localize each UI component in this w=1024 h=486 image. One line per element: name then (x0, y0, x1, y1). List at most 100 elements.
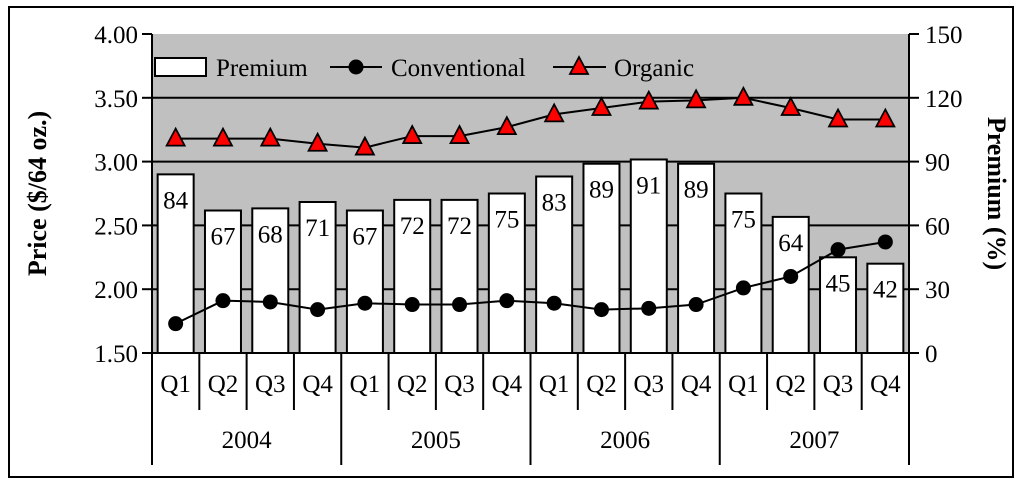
bar-value-label: 71 (305, 215, 330, 242)
left-tick-label: 3.50 (94, 86, 138, 113)
group-label: 2007 (789, 427, 839, 454)
left-tick-label: 4.00 (94, 22, 138, 49)
triangle-marker-icon (449, 124, 471, 144)
premium-legend-swatch (154, 57, 207, 77)
bar-value-label: 45 (826, 270, 851, 297)
circle-marker-icon (546, 295, 562, 311)
premium-bar (440, 198, 479, 354)
circle-marker-icon (641, 300, 657, 316)
category-label: Q1 (350, 371, 381, 398)
circle-marker-icon (357, 295, 373, 311)
bar-value-label: 67 (210, 224, 235, 251)
group-label: 2005 (411, 427, 461, 454)
left-tick-label: 1.50 (94, 341, 138, 368)
category-label: Q4 (681, 371, 712, 398)
category-label: Q4 (492, 371, 523, 398)
triangle-marker-icon (732, 85, 754, 106)
left-tick-label: 3.00 (94, 150, 138, 177)
triangle-marker-icon (165, 126, 187, 147)
category-label: Q4 (870, 371, 901, 398)
triangle-marker-icon (401, 124, 423, 144)
triangle-marker-icon (780, 96, 802, 116)
category-label: Q4 (302, 371, 333, 398)
circle-marker-icon (452, 297, 468, 313)
premium-bar (629, 158, 668, 354)
premium-bar (771, 215, 810, 354)
group-label: 2006 (600, 427, 650, 454)
right-tick-label: 30 (925, 277, 950, 304)
triangle-marker-icon (259, 126, 281, 147)
premium-bar (203, 209, 242, 354)
right-tick-label: 120 (925, 86, 963, 113)
bar-value-label: 72 (400, 213, 425, 240)
category-label: Q1 (539, 371, 570, 398)
circle-marker-icon (499, 293, 515, 309)
premium-bar (582, 162, 621, 354)
category-label: Q3 (255, 371, 286, 398)
legend-premium-label: Premium (216, 55, 308, 82)
right-axis-title: Premium (%) (982, 117, 1011, 270)
bar-value-label: 67 (352, 224, 377, 251)
premium-bar (866, 262, 905, 354)
category-label: Q1 (728, 371, 759, 398)
triangle-marker-icon (307, 131, 329, 152)
conventional-line (175, 241, 886, 325)
legend-conventional-label: Conventional (391, 55, 526, 82)
bar-value-label: 83 (542, 189, 567, 216)
premium-bar (345, 209, 384, 354)
premium-bar (724, 192, 763, 354)
circle-marker-icon (830, 242, 846, 258)
premium-bar (819, 256, 858, 354)
circle-marker-icon (215, 293, 231, 309)
triangle-marker-icon (874, 107, 896, 128)
triangle-marker-icon (212, 126, 234, 147)
group-label: 2004 (222, 427, 273, 454)
bar-value-label: 91 (636, 172, 661, 199)
premium-bar (393, 198, 432, 354)
triangle-marker-icon (496, 115, 518, 136)
bar-value-label: 64 (778, 230, 804, 257)
circle-marker-icon (783, 268, 799, 284)
bar-value-label: 89 (589, 177, 614, 204)
bar-value-label: 72 (447, 213, 472, 240)
triangle-marker-icon (354, 135, 376, 156)
right-tick-label: 0 (925, 341, 938, 368)
category-label: Q3 (823, 371, 854, 398)
category-label: Q3 (444, 371, 475, 398)
right-tick-label: 90 (925, 150, 950, 177)
circle-marker-icon (404, 297, 420, 313)
premium-bar (535, 175, 574, 354)
bar-value-label: 68 (258, 221, 283, 248)
category-label: Q2 (586, 371, 617, 398)
category-label: Q2 (397, 371, 428, 398)
circle-marker-icon (688, 297, 704, 313)
left-tick-label: 2.00 (94, 277, 138, 304)
triangle-marker-icon (590, 96, 612, 116)
left-tick-label: 2.50 (94, 213, 138, 240)
triangle-marker-icon (543, 102, 565, 123)
bar-value-label: 75 (494, 207, 519, 234)
circle-marker-icon (168, 316, 184, 332)
circle-marker-icon (262, 294, 278, 310)
circle-marker-icon (310, 302, 326, 318)
category-label: Q2 (208, 371, 239, 398)
premium-bar (298, 201, 337, 354)
circle-marker-icon (348, 59, 364, 75)
right-tick-label: 60 (925, 213, 950, 240)
triangle-marker-icon (568, 55, 590, 75)
circle-marker-icon (593, 302, 609, 318)
circle-marker-icon (735, 280, 751, 296)
triangle-marker-icon (685, 88, 707, 109)
triangle-marker-icon (638, 89, 660, 110)
bar-value-label: 84 (163, 187, 189, 214)
category-label: Q1 (160, 371, 191, 398)
organic-line (175, 96, 886, 149)
category-label: Q3 (634, 371, 665, 398)
category-label: Q2 (775, 371, 806, 398)
circle-marker-icon (877, 234, 893, 250)
left-axis-title: Price ($/64 oz.) (23, 111, 52, 276)
legend-organic-label: Organic (614, 55, 694, 82)
bar-value-label: 42 (873, 277, 898, 304)
triangle-marker-icon (827, 107, 849, 128)
